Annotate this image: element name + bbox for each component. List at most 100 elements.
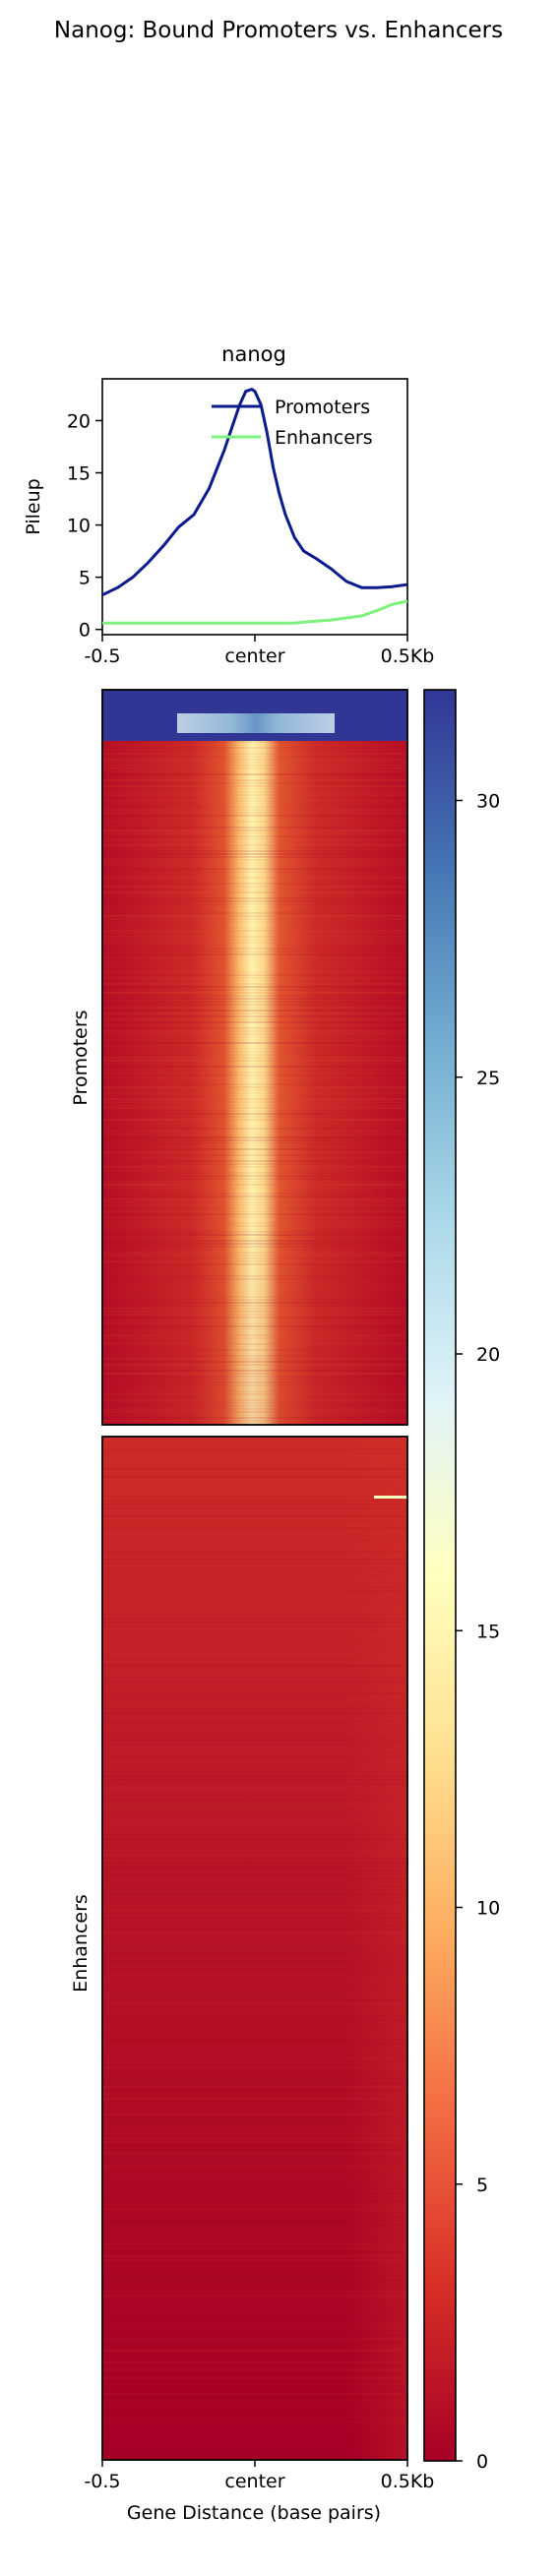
enhancers-row-stripe: [102, 2019, 407, 2021]
enhancers-row-stripe: [102, 2263, 407, 2265]
enhancers-row-stripe: [102, 1960, 407, 1962]
enhancers-row-stripe: [102, 2141, 407, 2143]
enhancers-row-stripe: [102, 1507, 407, 1509]
enhancers-row-stripe: [102, 2271, 407, 2273]
enhancers-row-stripe: [102, 1555, 407, 1557]
enhancers-row-stripe: [102, 2330, 407, 2332]
enhancers-row-stripe: [102, 1441, 407, 1442]
enhancers-row-stripe: [102, 1716, 407, 1718]
enhancers-row-stripe: [102, 2066, 407, 2068]
enhancers-row-stripe: [102, 1618, 407, 1620]
enhancers-row-stripe: [102, 2192, 407, 2194]
enhancers-row-stripe: [102, 2031, 407, 2033]
enhancers-row-stripe: [102, 1633, 407, 1635]
enhancers-row-stripe: [102, 1511, 407, 1513]
enhancers-row-stripe: [102, 2369, 407, 2371]
enhancers-row-stripe: [102, 1551, 407, 1553]
y-tick-label: 20: [67, 410, 91, 432]
enhancers-row-stripe: [102, 2165, 407, 2167]
enhancers-row-stripe: [102, 1669, 407, 1671]
enhancers-row-stripe: [102, 2306, 407, 2308]
x-tick-label: center: [224, 645, 284, 667]
enhancers-row-stripe: [102, 1995, 407, 1997]
profile-x-ticks: -0.5 center 0.5Kb: [84, 635, 434, 667]
enhancers-row-stripe: [102, 1437, 407, 1439]
enhancers-row-stripe: [102, 2212, 407, 2214]
enhancers-row-stripe: [102, 2279, 407, 2281]
enhancers-row-stripe: [102, 2377, 407, 2379]
enhancers-row-stripe: [102, 2448, 407, 2450]
enhancers-row-stripe: [102, 2039, 407, 2041]
promoters-bottom-fade: [102, 690, 407, 1425]
enhancers-row-stripe: [102, 2129, 407, 2131]
enhancers-row-stripe: [102, 1464, 407, 1466]
enhancers-row-stripe: [102, 1940, 407, 1942]
enhancers-row-stripe: [102, 2169, 407, 2171]
enhancers-row-stripe: [102, 2444, 407, 2446]
enhancers-row-stripe: [102, 1830, 407, 1832]
enhancers-row-stripe: [102, 2180, 407, 2182]
enhancers-row-stripe: [102, 2208, 407, 2210]
enhancers-row-stripe: [102, 1787, 407, 1789]
enhancers-row-stripe: [102, 1897, 407, 1899]
enhancers-row-stripe: [102, 2200, 407, 2202]
enhancers-row-stripe: [102, 1622, 407, 1624]
heatmap-xlabel: Gene Distance (base pairs): [127, 2502, 381, 2524]
enhancers-row-stripe: [102, 2086, 407, 2088]
enhancers-row-stripe: [102, 1574, 407, 1576]
figure-title: Nanog: Bound Promoters vs. Enhancers: [54, 18, 503, 43]
enhancers-row-stripe: [102, 1881, 407, 1883]
enhancers-row-stripe: [102, 1685, 407, 1687]
colorbar-tick-label: 5: [476, 2175, 488, 2196]
enhancers-row-stripe: [102, 1661, 407, 1663]
y-tick-label: 5: [79, 568, 91, 589]
enhancers-row-stripe: [102, 1814, 407, 1816]
enhancers-row-stripe: [102, 2334, 407, 2336]
enhancers-row-stripe: [102, 2326, 407, 2328]
enhancers-row-stripe: [102, 2078, 407, 2080]
enhancers-row-stripe: [102, 1448, 407, 1450]
enhancers-row-stripe: [102, 2133, 407, 2135]
x-tick-label: center: [224, 2471, 284, 2492]
enhancers-row-stripe: [102, 1921, 407, 1923]
x-tick-label: 0.5Kb: [381, 645, 435, 667]
enhancers-row-stripe: [102, 1925, 407, 1927]
enhancers-row-stripe: [102, 1456, 407, 1458]
enhancers-row-stripe: [102, 1751, 407, 1753]
enhancers-row-stripe: [102, 1992, 407, 1993]
enhancers-row-stripe: [102, 1681, 407, 1683]
enhancers-row-stripe: [102, 1748, 407, 1749]
enhancers-row-stripe: [102, 2173, 407, 2175]
enhancers-row-stripe: [102, 2149, 407, 2151]
enhancers-row-stripe: [102, 1736, 407, 1738]
colorbar-tick-label: 30: [476, 791, 500, 813]
enhancers-row-stripe: [102, 2255, 407, 2257]
enhancers-row-stripe: [102, 2047, 407, 2049]
enhancers-row-stripe: [102, 2287, 407, 2289]
enhancers-row-stripe: [102, 2161, 407, 2163]
enhancers-row-stripe: [102, 1976, 407, 1978]
enhancers-row-stripe: [102, 2299, 407, 2300]
enhancers-row-stripe: [102, 2389, 407, 2391]
enhancers-row-stripe: [102, 2354, 407, 2356]
enhancers-row-stripe: [102, 1665, 407, 1667]
enhancers-row-stripe: [102, 1873, 407, 1875]
enhancers-row-stripe: [102, 1503, 407, 1505]
enhancers-row-stripe: [102, 1700, 407, 1702]
x-tick-label: 0.5Kb: [381, 2471, 435, 2492]
enhancers-row-stripe: [102, 1535, 407, 1537]
profile-lines: [101, 388, 408, 625]
enhancers-row-stripe: [102, 1527, 407, 1529]
enhancers-group-label: Enhancers: [70, 1894, 92, 1993]
enhancers-row-stripe: [102, 2145, 407, 2147]
enhancers-row-stripe: [102, 2310, 407, 2312]
enhancers-row-stripe: [102, 2413, 407, 2415]
legend-label-promoters: Promoters: [275, 397, 370, 418]
enhancers-row-stripe: [102, 2055, 407, 2056]
enhancers-row-stripe: [102, 1909, 407, 1911]
enhancers-row-stripe: [102, 2358, 407, 2360]
heatmap-promoters: Promoters: [70, 689, 408, 1426]
enhancers-row-stripe: [102, 1905, 407, 1907]
enhancers-row-stripe: [102, 1822, 407, 1824]
series-line-enhancers: [102, 599, 408, 625]
